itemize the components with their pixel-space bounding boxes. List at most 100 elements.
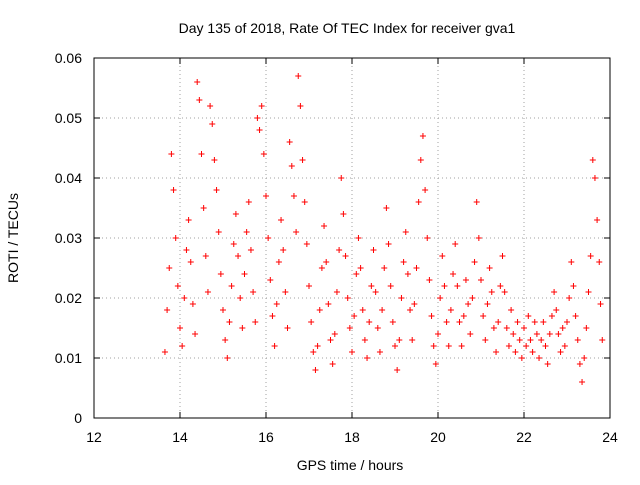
data-point <box>217 271 224 277</box>
data-point <box>306 283 312 289</box>
data-point <box>293 229 300 235</box>
data-point <box>555 331 562 337</box>
data-point <box>417 157 424 163</box>
data-point <box>387 283 394 289</box>
data-point <box>177 325 183 331</box>
data-point <box>495 319 502 325</box>
data-point <box>198 151 205 157</box>
data-point <box>599 337 606 343</box>
data-point <box>505 343 512 349</box>
data-point <box>553 307 560 313</box>
data-point <box>531 319 538 325</box>
data-point <box>366 319 373 325</box>
data-point <box>587 253 594 259</box>
data-point <box>402 229 409 235</box>
data-point <box>215 229 222 235</box>
data-point <box>389 319 396 325</box>
data-point <box>589 157 596 163</box>
data-point <box>409 337 416 343</box>
data-point <box>290 193 297 199</box>
data-point <box>168 151 175 157</box>
data-point <box>428 313 435 319</box>
data-point <box>568 259 575 265</box>
data-point <box>501 289 508 295</box>
chart-title: Day 135 of 2018, Rate Of TEC Index for r… <box>179 20 516 36</box>
data-point <box>398 295 405 301</box>
data-point <box>404 271 411 277</box>
data-point <box>164 307 171 313</box>
data-point <box>533 331 540 337</box>
y-tick-label: 0 <box>74 410 82 426</box>
data-point <box>303 241 310 247</box>
data-point <box>333 289 340 295</box>
data-point <box>370 247 377 253</box>
tick-labels: 12 14 16 18 20 22 24 0 0.01 0.02 0.03 0.04 0.05 0.06 <box>55 50 618 445</box>
data-point <box>209 121 216 127</box>
data-point <box>228 283 235 289</box>
data-point <box>475 235 482 241</box>
data-point <box>456 319 463 325</box>
data-point <box>288 163 295 169</box>
y-axis-label: ROTI / TECUs <box>5 193 21 283</box>
data-point <box>282 289 289 295</box>
data-point <box>591 175 598 181</box>
data-point <box>170 187 177 193</box>
data-point <box>372 289 379 295</box>
data-point <box>557 349 564 355</box>
data-point <box>583 325 590 331</box>
data-point <box>450 271 457 277</box>
data-point <box>482 337 489 343</box>
data-point <box>166 265 173 271</box>
data-point <box>161 349 168 355</box>
data-point <box>570 283 577 289</box>
data-point <box>286 139 293 145</box>
data-point <box>490 325 497 331</box>
data-point <box>189 301 196 307</box>
data-point <box>566 295 573 301</box>
y-tick-label: 0.04 <box>55 170 82 186</box>
data-point <box>299 157 306 163</box>
data-point <box>179 343 186 349</box>
data-point <box>314 343 321 349</box>
data-point <box>325 301 332 307</box>
data-point <box>256 127 263 133</box>
data-point <box>269 313 276 319</box>
y-tick-label: 0.02 <box>55 290 82 306</box>
data-point <box>361 337 368 343</box>
data-point <box>510 331 517 337</box>
data-point <box>383 205 390 211</box>
data-point <box>379 307 386 313</box>
data-point <box>263 193 269 199</box>
data-point <box>338 175 345 181</box>
data-point <box>243 229 250 235</box>
data-point <box>265 235 272 241</box>
data-point <box>424 235 431 241</box>
data-point <box>480 313 487 319</box>
data-point <box>465 301 472 307</box>
data-point <box>400 259 407 265</box>
data-point <box>392 343 398 349</box>
data-point <box>452 241 459 247</box>
data-point <box>342 253 349 259</box>
data-point <box>275 259 282 265</box>
data-point <box>542 343 549 349</box>
x-tick-label: 20 <box>430 429 446 445</box>
data-point <box>239 325 246 331</box>
data-point <box>204 289 211 295</box>
data-point <box>284 325 291 331</box>
data-point <box>310 349 317 355</box>
data-point <box>321 223 328 229</box>
y-tick-label: 0.03 <box>55 230 82 246</box>
x-tick-label: 16 <box>258 429 274 445</box>
data-point <box>260 151 267 157</box>
data-point <box>245 199 252 205</box>
gridlines <box>94 58 610 418</box>
data-point <box>258 103 265 109</box>
data-point <box>385 241 392 247</box>
data-point <box>576 361 583 367</box>
data-point <box>521 325 527 331</box>
data-point <box>174 283 181 289</box>
data-point <box>471 259 478 265</box>
data-point <box>415 199 422 205</box>
